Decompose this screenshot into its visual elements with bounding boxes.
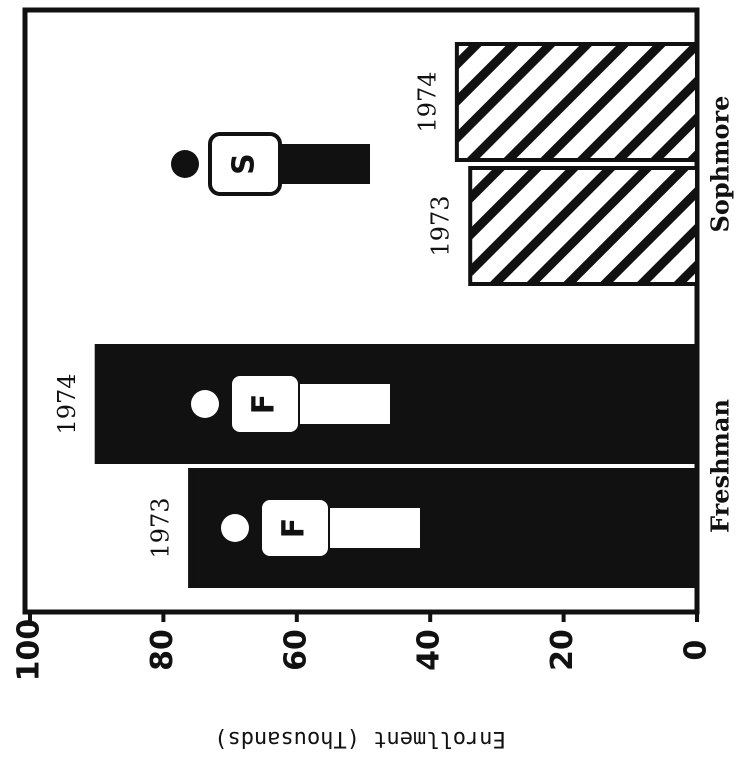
y-tick-label: 40 [412, 629, 447, 671]
figure-legs [330, 508, 420, 548]
y-tick-label: 60 [278, 629, 313, 671]
figure-icon: F [221, 496, 420, 560]
figure-letter: S [227, 153, 262, 175]
figure-head [171, 150, 199, 178]
series-label: 1974 [413, 71, 441, 132]
y-tick-label: 100 [12, 619, 47, 682]
figure-icon: S [171, 132, 370, 196]
y-tick-label: 0 [679, 640, 714, 661]
series-label: 1973 [427, 195, 455, 256]
figure-letter: F [277, 518, 312, 539]
figure-letter: F [247, 394, 282, 415]
x-tick-label: Freshman [706, 399, 735, 533]
figure-legs [300, 384, 390, 424]
figure-head [221, 514, 249, 542]
figure-head [191, 390, 219, 418]
axis-title: Enrollment (Thousands) [214, 726, 505, 751]
y-tick-label: 20 [545, 629, 580, 671]
figure-legs [280, 144, 370, 184]
series-label: 1973 [147, 497, 175, 558]
bar [94, 344, 699, 464]
bar [468, 166, 699, 286]
figure-icon: F [191, 372, 390, 436]
x-tick-label: Sophmore [706, 96, 735, 233]
plot-frame [22, 7, 700, 615]
bar [454, 42, 699, 162]
series-label: 1974 [53, 373, 81, 434]
y-tick-label: 80 [145, 629, 180, 671]
